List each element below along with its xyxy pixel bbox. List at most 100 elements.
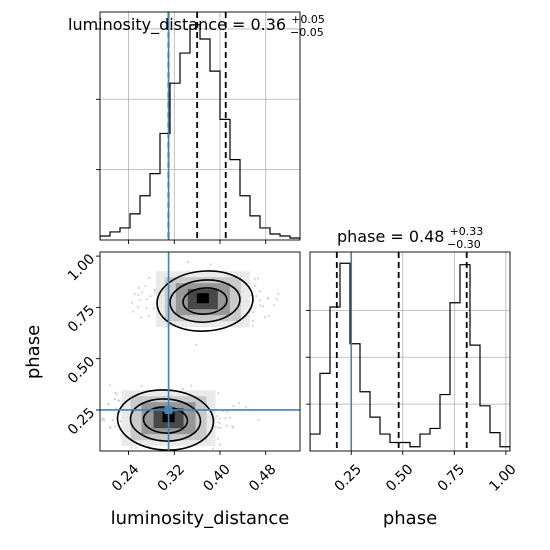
density-sample-point <box>98 417 100 419</box>
density-sample-point <box>259 304 262 307</box>
density-sample-point <box>258 289 261 293</box>
density-sample-point <box>232 404 235 408</box>
density-contour <box>116 389 215 451</box>
density-sample-point <box>256 277 260 280</box>
density-sample-point <box>107 403 110 406</box>
density-sample-point <box>263 316 266 319</box>
density-sample-point <box>131 301 134 304</box>
density-sample-point <box>113 425 117 428</box>
density-sample-point <box>145 307 148 310</box>
density-sample-point <box>272 303 276 306</box>
density-sample-point <box>211 447 215 450</box>
y-axis-label-phase: phase <box>23 325 44 379</box>
density-sample-point <box>103 419 106 422</box>
density-sample-point <box>232 426 235 429</box>
density-sample-point <box>215 414 219 417</box>
density-sample-point <box>275 298 279 301</box>
hist-phase-xtick-label: 1.00 <box>486 461 519 494</box>
density-sample-point <box>149 295 152 298</box>
density-sample-point <box>252 310 255 314</box>
x-axis-label-luminosity-distance: luminosity_distance <box>111 508 290 529</box>
hist-phase-frame <box>310 252 510 451</box>
density-contour <box>182 287 228 315</box>
density-contour <box>129 398 202 442</box>
density-sample-point <box>137 286 140 290</box>
density-sample-point <box>140 316 143 319</box>
title-phase-prefix: phase = 0.48 <box>337 227 444 246</box>
density-sample-point <box>186 260 189 263</box>
density-truth-marker <box>164 405 173 414</box>
density-sample-point <box>113 397 117 401</box>
density-xtick-label: 0.32 <box>155 461 188 494</box>
density-sample-point <box>114 391 117 394</box>
density-sample-point <box>147 315 151 318</box>
density-sample-point <box>136 306 139 309</box>
hist-phase-border <box>309 251 511 452</box>
density-sample-point <box>226 410 229 414</box>
density-sample-point <box>145 298 148 301</box>
density-sample-point <box>141 291 144 294</box>
density-sample-point <box>219 426 222 430</box>
density-ytick-label: 0.75 <box>65 302 98 335</box>
hist-phase-panel: 0.25 0.50 0.75 1.00 phase = 0.48 +0.33 −0.3… <box>306 220 520 529</box>
density-sample-point <box>181 387 184 391</box>
title-ld-minus: −0.05 <box>290 26 324 39</box>
hist-phase-marks <box>310 252 510 451</box>
hist-ld-grid <box>100 12 300 240</box>
density-sample-point <box>119 420 122 423</box>
density-sample-point <box>108 384 111 387</box>
density-contour <box>169 279 241 323</box>
density-ytick-label: 0.50 <box>65 354 98 387</box>
density-sample-point <box>90 457 92 459</box>
density-sample-point <box>261 305 265 308</box>
hist-ld-step-line <box>100 24 300 240</box>
hist-luminosity-distance-panel: luminosity_distance = 0.36 +0.05 −0.05 <box>68 11 325 244</box>
density-2d-panel: 0.24 0.32 0.40 0.48 0.25 0.50 0.75 1.00 phase l… <box>23 251 301 529</box>
hist-ld-frame <box>100 12 300 240</box>
density-sample-point <box>218 417 221 420</box>
density-sample-point <box>216 437 220 440</box>
density-sample-point <box>255 294 258 297</box>
density-sample-point <box>228 416 232 419</box>
density-sample-point <box>218 422 221 425</box>
density-sample-point <box>140 385 144 388</box>
x-axis-label-phase: phase <box>383 508 437 529</box>
density-xtick-label: 0.48 <box>246 461 279 494</box>
density-sample-point <box>251 324 254 328</box>
density-sample-point <box>153 289 156 292</box>
hist-ld-marks <box>100 12 300 240</box>
title-phase: phase = 0.48 +0.33 −0.30 <box>337 220 488 251</box>
density-ytick-label: 1.00 <box>65 251 98 284</box>
density-sample-point <box>133 292 136 296</box>
density-sample-point <box>111 418 114 422</box>
density-sample-point <box>245 406 248 409</box>
hist-phase-xtick-label: 0.50 <box>383 461 416 494</box>
density-sample-point <box>115 393 119 396</box>
title-phase-plus: +0.33 <box>450 225 484 238</box>
density-sample-point <box>109 427 112 430</box>
density-sample-point <box>223 416 227 420</box>
density-sample-point <box>190 384 193 387</box>
title-phase-minus: −0.30 <box>447 238 481 251</box>
density-sample-point <box>267 314 271 318</box>
density-2d-marks <box>90 252 300 459</box>
density-sample-point <box>148 276 151 279</box>
title-ld-plus: +0.05 <box>291 13 325 26</box>
hist-phase-step-line <box>310 262 510 451</box>
hist-ld-ticks <box>96 28 267 244</box>
density-sample-point <box>277 292 280 295</box>
density-sample-point <box>219 443 222 446</box>
density-sample-point <box>117 399 121 403</box>
density-2d-border <box>99 251 301 452</box>
density-sample-point <box>253 277 256 280</box>
density-sample-point <box>132 310 135 313</box>
density-xtick-label: 0.24 <box>109 461 142 494</box>
density-sample-point <box>251 319 255 323</box>
density-sample-point <box>209 263 212 266</box>
density-sample-point <box>144 284 147 288</box>
density-peak-block <box>196 293 209 304</box>
density-sample-point <box>135 446 138 449</box>
density-ytick-label: 0.25 <box>65 405 98 438</box>
density-sample-point <box>217 426 220 429</box>
